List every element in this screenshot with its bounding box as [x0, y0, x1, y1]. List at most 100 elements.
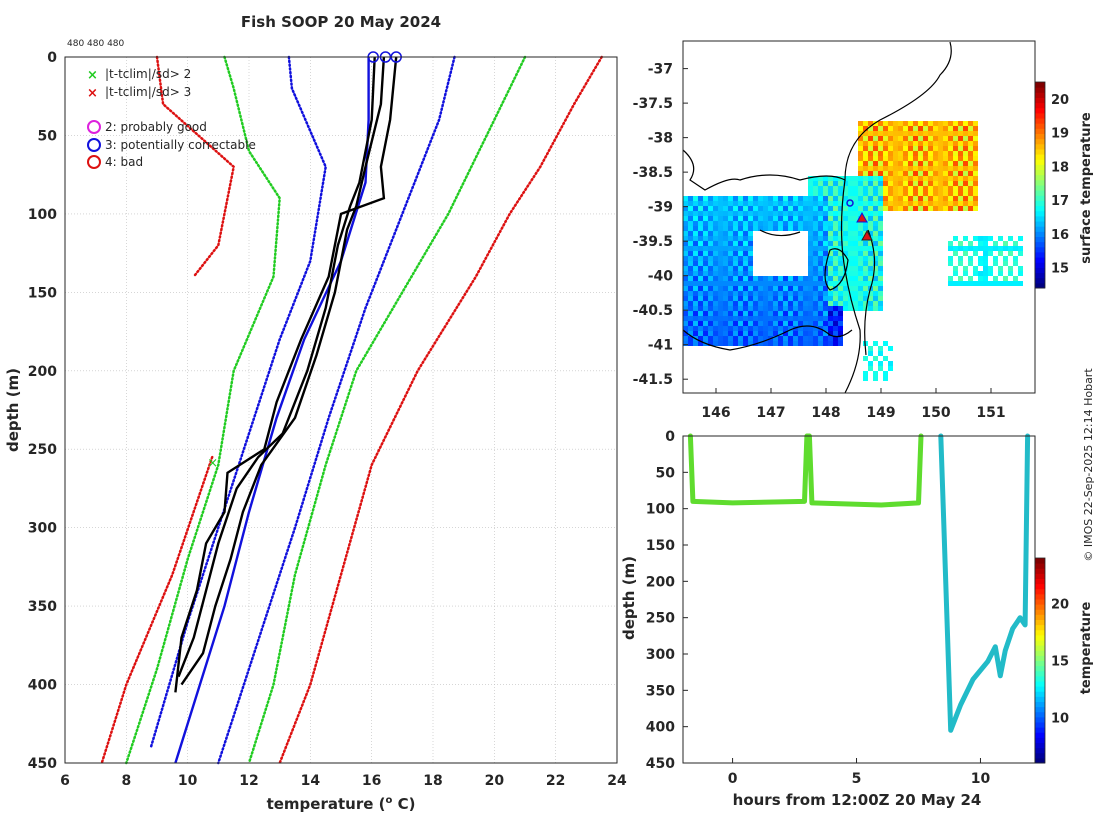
sst-pixel [893, 126, 898, 131]
sst-pixel [968, 201, 973, 206]
sst-pixel [813, 246, 818, 251]
sst-pixel [928, 131, 933, 136]
sst-pixel [818, 231, 823, 236]
sst-pixel [973, 186, 978, 191]
map-y-tick-label: -37.5 [633, 96, 673, 112]
sst-pixel [698, 286, 703, 291]
series-line [217, 55, 456, 765]
sst-pixel [733, 201, 738, 206]
sst-pixel [803, 296, 808, 301]
sst-pixel [948, 166, 953, 171]
sst-pixel [688, 266, 693, 271]
sst-pixel [703, 326, 708, 331]
sst-pixel [903, 146, 908, 151]
sst-pixel [858, 266, 863, 271]
sst-pixel [953, 131, 958, 136]
time-axes-box [682, 435, 1036, 764]
sst-pixel [893, 146, 898, 151]
sst-pixel [998, 236, 1003, 241]
sst-pixel [683, 261, 688, 266]
sst-pixel [813, 176, 818, 181]
sst-pixel [738, 316, 743, 321]
sst-pixel [888, 176, 893, 181]
cross-icon: × [87, 68, 98, 83]
sst-pixel [728, 316, 733, 321]
sst-pixel [793, 226, 798, 231]
sst-pixel [873, 301, 878, 306]
sst-pixel [823, 291, 828, 296]
sst-pixel [878, 126, 883, 131]
sst-pixel [878, 181, 883, 186]
sst-pixel [703, 246, 708, 251]
sst-pixel [778, 321, 783, 326]
sst-pixel [898, 171, 903, 176]
map-y-tick-label: -39 [648, 200, 673, 216]
sst-pixel [683, 326, 688, 331]
sst-pixel [703, 216, 708, 221]
sst-pixel [713, 281, 718, 286]
sst-pixel [863, 181, 868, 186]
sst-pixel [813, 321, 818, 326]
sst-pixel [698, 231, 703, 236]
sst-pixel [773, 221, 778, 226]
sst-pixel [858, 196, 863, 201]
sst-pixel [948, 156, 953, 161]
sst-pixel [708, 336, 713, 341]
sst-pixel [778, 196, 783, 201]
sst-pixel [688, 286, 693, 291]
sst-pixel [693, 291, 698, 296]
temperature-colorbar-label: temperature [1079, 602, 1094, 695]
sst-pixel [868, 301, 873, 306]
sst-pixel [833, 251, 838, 256]
sst-pixel [693, 306, 698, 311]
sst-pixel [773, 321, 778, 326]
sst-pixel [818, 341, 823, 346]
sst-pixel [818, 246, 823, 251]
time-x-tick-label: 5 [852, 771, 862, 787]
map-x-tick-label: 147 [756, 405, 785, 421]
sst-pixel [948, 206, 953, 211]
sst-pixel [828, 176, 833, 181]
sst-pixel [838, 276, 843, 281]
sst-pixel [808, 221, 813, 226]
sst-pixel [848, 236, 853, 241]
sst-pixel [858, 126, 863, 131]
sst-pixel [883, 126, 888, 131]
sst-pixel [703, 206, 708, 211]
sst-pixel [863, 121, 868, 126]
sst-pixel [823, 301, 828, 306]
sst-pixel [698, 216, 703, 221]
sst-pixel [833, 206, 838, 211]
colorbar-segment [1035, 701, 1045, 708]
sst-pixel [703, 306, 708, 311]
sst-pixel [763, 321, 768, 326]
sst-pixel [913, 191, 918, 196]
sst-pixel [793, 296, 798, 301]
sst-pixel [908, 136, 913, 141]
y-tick-label: 400 [28, 678, 57, 694]
sst-pixel [833, 226, 838, 231]
colorbar-segment [1035, 752, 1045, 759]
legend-item-correctable: 3: potentially correctable [87, 138, 256, 152]
sst-pixel [898, 166, 903, 171]
sst-pixel [748, 276, 753, 281]
sst-pixel [883, 171, 888, 176]
sst-pixel [798, 286, 803, 291]
sst-pixel [873, 291, 878, 296]
sst-pixel [683, 271, 688, 276]
sst-pixel [733, 241, 738, 246]
sst-pixel [1008, 236, 1013, 241]
sst-pixel [893, 171, 898, 176]
sst-pixel [718, 251, 723, 256]
sst-pixel [708, 291, 713, 296]
sst-pixel [943, 146, 948, 151]
sst-pixel [773, 216, 778, 221]
sst-pixel [943, 166, 948, 171]
sst-pixel [918, 141, 923, 146]
sst-pixel [768, 226, 773, 231]
sst-pixel [908, 196, 913, 201]
sst-pixel [958, 126, 963, 131]
sst-pixel [823, 331, 828, 336]
sst-pixel [958, 246, 963, 251]
